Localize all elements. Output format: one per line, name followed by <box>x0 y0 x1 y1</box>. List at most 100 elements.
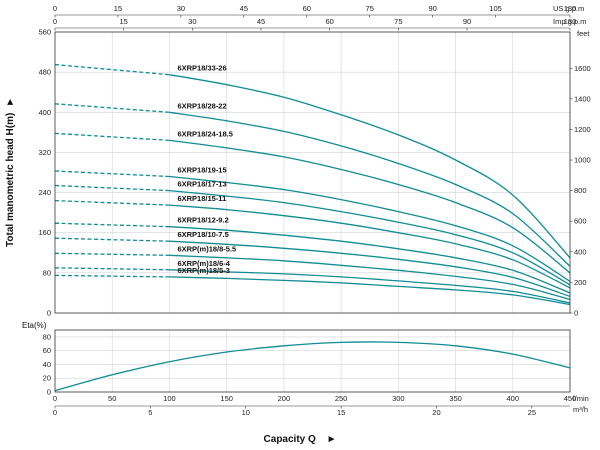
head-y2-tick-label: 1600 <box>574 64 591 73</box>
top-scale-tick-label: 30 <box>188 17 196 26</box>
head-y-tick-label: 400 <box>38 108 51 117</box>
x-tick-label-lmin: 250 <box>335 394 348 403</box>
head-curve-label: 6XRP(m)18/8-5.5 <box>177 244 236 253</box>
top-scale-unit-us: US g.p.m <box>553 4 584 13</box>
head-curve <box>169 111 571 267</box>
head-chart-ticks: 0801602403204004805600200400600800100012… <box>38 4 590 318</box>
head-curve-label: 6XRP18/10-7.5 <box>177 230 228 239</box>
head-curve-label: 6XRP18/28-22 <box>177 101 226 110</box>
head-y-tick-label: 480 <box>38 68 51 77</box>
x-tick-label-lmin: 350 <box>449 394 462 403</box>
top-scale-tick-label: 0 <box>53 17 57 26</box>
head-y2-tick-label: 0 <box>574 309 578 318</box>
head-y2-tick-label: 1000 <box>574 156 591 165</box>
head-y-tick-label: 560 <box>38 28 51 37</box>
head-y2-tick-label: 400 <box>574 247 587 256</box>
head-curve-label: 6XRP18/15-11 <box>177 194 226 203</box>
efficiency-curves <box>54 341 571 392</box>
head-chart-grid <box>55 32 570 313</box>
efficiency-y-tick-label: 40 <box>43 360 51 369</box>
y2-unit-label: feet <box>577 29 590 38</box>
top-scale-tick-label: 130 <box>564 4 577 13</box>
x-tick-label-lmin: 450 <box>564 394 577 403</box>
head-y2-tick-label: 1200 <box>574 125 591 134</box>
head-curve-label: 6XRP(m)18/6-4 <box>177 259 230 268</box>
x-axis-title-arrow: ► <box>327 434 337 445</box>
x-unit-m3h: m³/h <box>573 405 588 414</box>
x-tick-label-m3h: 25 <box>528 408 536 417</box>
head-y2-tick-label: 200 <box>574 278 587 287</box>
head-y-tick-label: 240 <box>38 188 51 197</box>
head-curve <box>169 254 571 301</box>
head-curve <box>169 175 571 282</box>
x-tick-label-lmin: 300 <box>392 394 405 403</box>
x-tick-label-lmin: 0 <box>53 394 57 403</box>
head-curve <box>169 240 571 298</box>
x-tick-label-m3h: 20 <box>432 408 440 417</box>
efficiency-chart-ticks: 0 50 100 150 200 250 300 350 400 450 0 20 40 60 80 0 5 10… <box>43 332 577 417</box>
x-tick-label-m3h: 0 <box>53 408 57 417</box>
efficiency-curve <box>54 341 571 392</box>
efficiency-chart-frame <box>54 329 571 393</box>
head-y-tick-label: 160 <box>38 228 51 237</box>
top-scale-tick-label: 90 <box>428 4 436 13</box>
efficiency-y-tick-label: 20 <box>43 374 51 383</box>
x-tick-label-m3h: 15 <box>337 408 345 417</box>
top-scale-tick-label: 90 <box>463 17 471 26</box>
top-scale-tick-label: 15 <box>114 4 122 13</box>
top-scale-tick-label: 45 <box>257 17 265 26</box>
head-curve <box>169 74 571 259</box>
head-curve <box>169 269 571 304</box>
head-y-axis-arrow: ► <box>5 97 16 107</box>
head-curve-label: 6XRP18/19-15 <box>177 166 226 175</box>
head-chart-panel: 6XRP18/33-26 6XRP18/28-22 6XRP18/24-18.5 6X… <box>5 4 591 318</box>
x-tick-label-lmin: 50 <box>108 394 116 403</box>
head-y2-tick-label: 1400 <box>574 94 591 103</box>
head-y-tick-label: 80 <box>43 268 51 277</box>
efficiency-chart-panel: 0 50 100 150 200 250 300 350 400 450 0 20 40 60 80 0 5 10… <box>22 321 589 445</box>
head-curve-label: 6XRP18/33-26 <box>177 64 226 73</box>
top-scale-tick-label: 75 <box>394 17 402 26</box>
top-scale-unit-imp: Imp g.p.m <box>553 17 586 26</box>
head-curve-label: 6XRP18/17-13 <box>177 180 226 189</box>
top-scale-tick-label: 30 <box>177 4 185 13</box>
x-tick-label-lmin: 400 <box>507 394 520 403</box>
head-curve-label: 6XRP18/12-9.2 <box>177 216 228 225</box>
efficiency-y-axis-title: Eta(%) <box>22 321 47 330</box>
x-tick-label-m3h: 5 <box>148 408 152 417</box>
x-tick-label-lmin: 100 <box>163 394 176 403</box>
efficiency-chart-grid <box>55 330 570 392</box>
x-axis-title-label: Capacity Q <box>264 434 316 445</box>
head-y-axis-title: Total manometric head H(m) ► <box>5 97 16 247</box>
x-tick-label-lmin: 150 <box>220 394 233 403</box>
top-scale-tick-label: 60 <box>325 17 333 26</box>
top-scale-tick-label: 130 <box>564 17 577 26</box>
x-unit-lmin: l/min <box>573 394 589 403</box>
head-y-axis-title-text: Total manometric head H(m) ► <box>5 97 16 247</box>
head-y-tick-label: 320 <box>38 148 51 157</box>
efficiency-y-tick-label: 80 <box>43 332 51 341</box>
x-axis-title: Capacity Q ► <box>264 434 337 445</box>
head-curve <box>169 189 571 286</box>
head-y2-tick-label: 600 <box>574 217 587 226</box>
efficiency-y-tick-label: 0 <box>47 388 51 397</box>
top-scale-tick-label: 105 <box>489 4 502 13</box>
head-y2-tick-label: 800 <box>574 186 587 195</box>
head-curves: 6XRP18/33-26 6XRP18/28-22 6XRP18/24-18.5 6X… <box>54 64 571 306</box>
head-curve <box>169 204 571 289</box>
x-tick-label-m3h: 10 <box>242 408 250 417</box>
top-scale-tick-label: 45 <box>240 4 248 13</box>
head-chart-frame <box>54 31 571 314</box>
head-curve-label: 6XRP18/24-18.5 <box>177 129 232 138</box>
head-y-axis-title-label: Total manometric head H(m) <box>5 113 16 247</box>
top-scale-tick-label: 60 <box>303 4 311 13</box>
top-scale-tick-label: 0 <box>53 4 57 13</box>
head-y-tick-label: 0 <box>47 309 51 318</box>
head-curve <box>169 276 571 306</box>
top-scale-tick-label: 75 <box>366 4 374 13</box>
head-curve <box>169 139 571 274</box>
efficiency-y-tick-label: 60 <box>43 346 51 355</box>
top-scale-tick-label: 15 <box>119 17 127 26</box>
head-curve-label: 6XRP(m)18/5-3 <box>177 266 230 275</box>
